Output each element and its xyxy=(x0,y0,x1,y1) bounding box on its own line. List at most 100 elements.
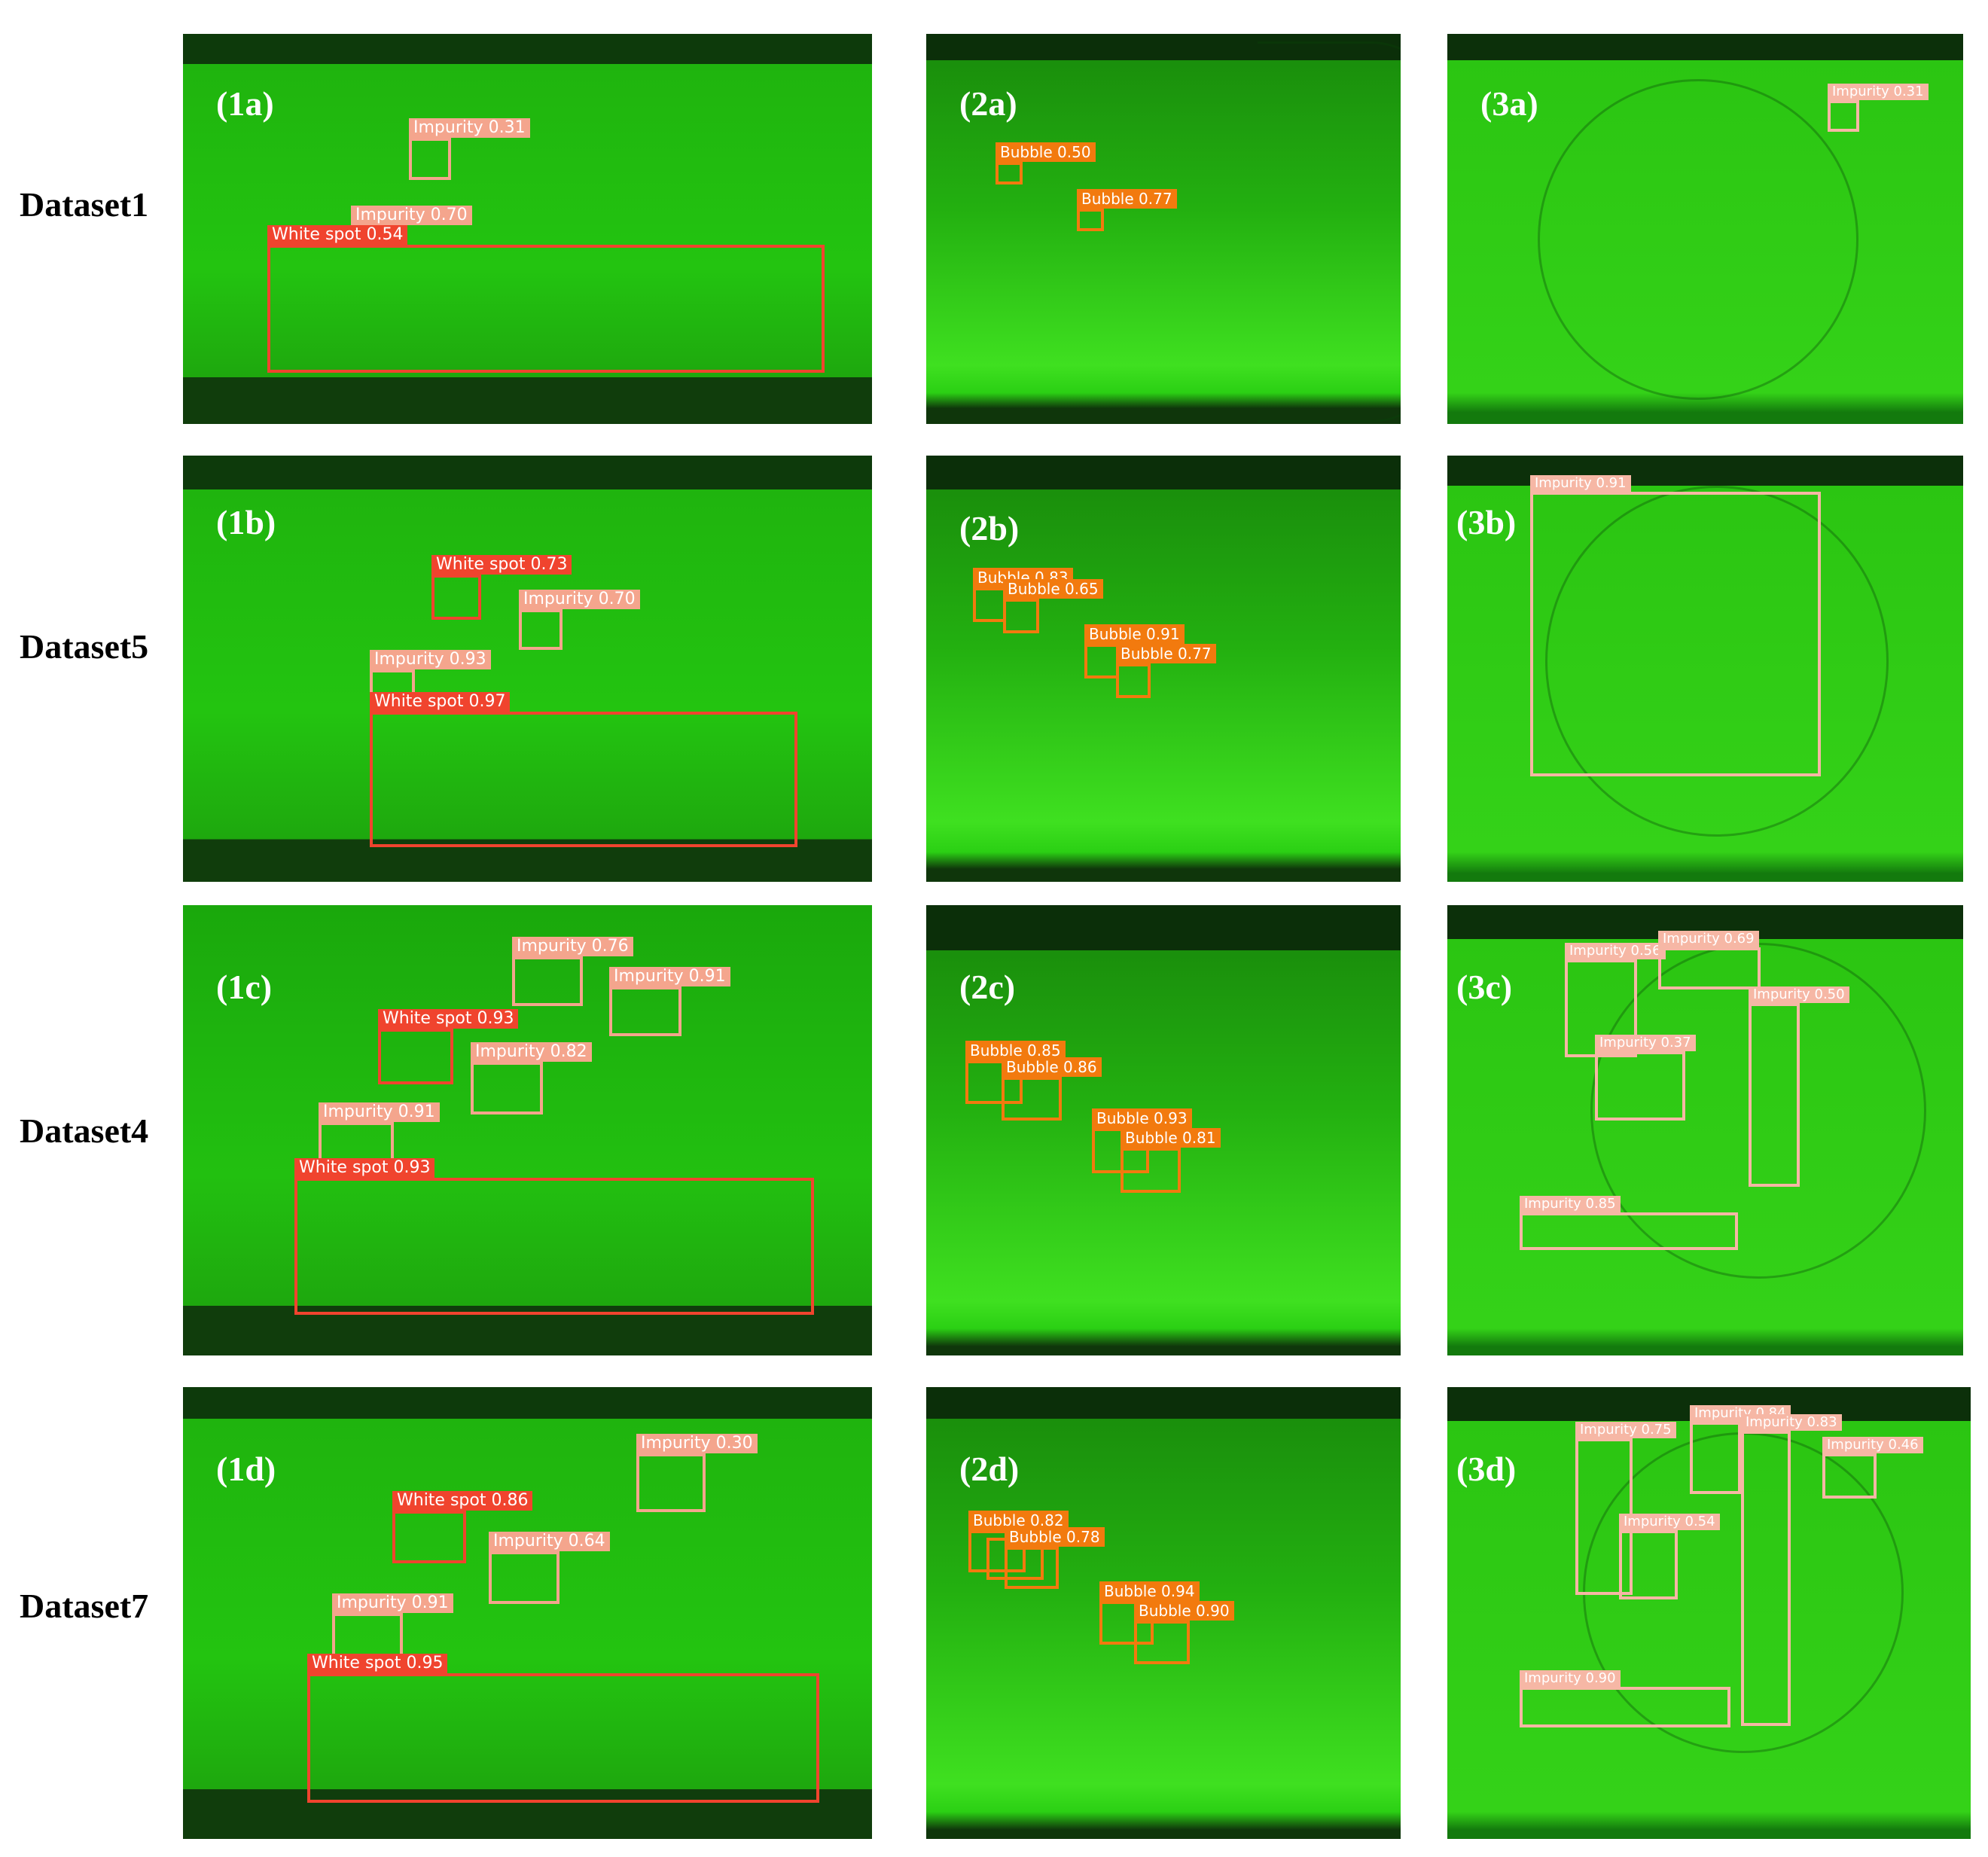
detection-box: Impurity 0.90 xyxy=(1520,1670,1730,1727)
detection-box: Bubble 0.83 xyxy=(973,568,1073,622)
detection-box: Impurity 0.91 xyxy=(1530,475,1821,776)
detection-box: Impurity 0.37 xyxy=(1595,1035,1696,1121)
detection-box: Bubble 0.65 xyxy=(1003,579,1103,633)
detection-box: White spot 0.54 xyxy=(267,225,825,373)
tube-ring xyxy=(1538,79,1858,400)
detection-tag: Impurity 0.83 xyxy=(1741,1414,1842,1431)
panel-label: (2a) xyxy=(959,84,1017,123)
detection-box: White spot 0.93 xyxy=(294,1158,814,1315)
detection-tag: Impurity 0.91 xyxy=(319,1102,440,1122)
detection-box: Impurity 0.93 xyxy=(370,650,491,700)
panel-label: (1c) xyxy=(216,968,273,1006)
panel-label: (2b) xyxy=(959,509,1020,547)
detection-box: Impurity 0.70 xyxy=(519,590,640,650)
detection-box: White spot 0.97 xyxy=(370,692,797,847)
detection-tag: Bubble 0.82 xyxy=(968,1511,1069,1530)
panel-1d: (1d) Impurity 0.30 White spot 0.86 Impur… xyxy=(183,1387,872,1839)
detection-tag: Impurity 0.54 xyxy=(1619,1514,1720,1530)
detection-tag: Impurity 0.50 xyxy=(1749,986,1849,1003)
detection-tag: Impurity 0.76 xyxy=(512,937,633,956)
detection-tag: Bubble 0.50 xyxy=(996,142,1096,162)
detection-box: Bubble 0.81 xyxy=(1121,1128,1221,1193)
panel-1a: (1a) Impurity 0.31 Impurity 0.70 White s… xyxy=(183,34,872,424)
detection-tag: Impurity 0.69 xyxy=(1658,931,1759,947)
detection-box: Bubble 0.78 xyxy=(1005,1527,1105,1589)
detection-tag: Bubble 0.65 xyxy=(1003,579,1103,599)
detection-box: Impurity 0.70 xyxy=(351,206,472,236)
panel-label: (3c) xyxy=(1456,968,1513,1006)
detection-tag: Impurity 0.91 xyxy=(332,1593,453,1613)
detection-box: White spot 0.73 xyxy=(431,555,572,620)
detection-box: Impurity 0.64 xyxy=(489,1532,610,1604)
detection-tag: White spot 0.95 xyxy=(307,1654,448,1673)
detection-box: Bubble 0.90 xyxy=(1134,1601,1234,1664)
detection-tag: White spot 0.93 xyxy=(294,1158,435,1178)
detection-tag: Impurity 0.93 xyxy=(370,650,491,669)
detection-box: Impurity 0.91 xyxy=(609,967,730,1036)
detection-tag: Impurity 0.46 xyxy=(1822,1437,1923,1453)
detection-box: Bubble 0.77 xyxy=(1116,644,1216,698)
detection-tag: Impurity 0.31 xyxy=(409,118,530,138)
panel-2a: (2a) Bubble 0.50 Bubble 0.77 xyxy=(926,34,1401,424)
row-label-dataset4: Dataset4 xyxy=(20,1111,149,1150)
panel-label: (2d) xyxy=(959,1450,1020,1488)
detection-box: White spot 0.95 xyxy=(307,1654,819,1803)
detection-box: Bubble 0.93 xyxy=(1092,1108,1192,1173)
detection-tag: Bubble 0.78 xyxy=(1005,1527,1105,1547)
detection-tag: Impurity 0.91 xyxy=(609,967,730,986)
panel-3c: (3c) Impurity 0.56 Impurity 0.69 Impurit… xyxy=(1447,905,1963,1355)
detection-box: Bubble 0.86 xyxy=(1002,1057,1102,1121)
panel-label: (1a) xyxy=(216,84,274,123)
detection-box: Impurity 0.83 xyxy=(1741,1414,1842,1726)
detection-tag: Impurity 0.90 xyxy=(1520,1670,1621,1687)
row-label-dataset7: Dataset7 xyxy=(20,1587,149,1625)
panel-2c: (2c) Bubble 0.85 Bubble 0.86 Bubble 0.93… xyxy=(926,905,1401,1355)
panel-label: (3a) xyxy=(1480,84,1538,123)
panel-2d: (2d) Bubble 0.82 Bubble 0.78 Bubble 0.94… xyxy=(926,1387,1401,1839)
detection-box: Impurity 0.31 xyxy=(409,118,530,180)
row-label-dataset5: Dataset5 xyxy=(20,627,149,666)
detection-tag: Bubble 0.85 xyxy=(965,1041,1066,1060)
detection-tag: Bubble 0.93 xyxy=(1092,1108,1192,1128)
detection-tag: Bubble 0.90 xyxy=(1134,1601,1234,1621)
detection-tag: White spot 0.93 xyxy=(378,1009,519,1029)
panel-1b: (1b) White spot 0.73 Impurity 0.70 Impur… xyxy=(183,456,872,882)
panel-3d: (3d) Impurity 0.75 Impurity 0.84 Impurit… xyxy=(1447,1387,1971,1839)
detection-tag: White spot 0.86 xyxy=(392,1491,533,1511)
detection-box: Bubble 0.94 xyxy=(1099,1581,1200,1645)
detection-tag: Impurity 0.85 xyxy=(1520,1196,1621,1212)
detection-box: Impurity 0.30 xyxy=(636,1434,758,1512)
panel-label: (1b) xyxy=(216,503,276,541)
detection-tag: White spot 0.54 xyxy=(267,225,408,245)
tube-ring xyxy=(1545,486,1889,837)
panel-label: (2c) xyxy=(959,968,1016,1006)
detection-tag: Impurity 0.70 xyxy=(519,590,640,609)
panel-label: (1d) xyxy=(216,1450,276,1488)
detection-tag: Impurity 0.31 xyxy=(1828,84,1929,100)
detection-box: Impurity 0.85 xyxy=(1520,1196,1738,1250)
detection-tag: Impurity 0.56 xyxy=(1565,943,1666,959)
detection-box: Impurity 0.46 xyxy=(1822,1437,1923,1499)
detection-tag: Impurity 0.64 xyxy=(489,1532,610,1551)
detection-box: Impurity 0.54 xyxy=(1619,1514,1720,1599)
detection-box: Bubble 0.85 xyxy=(965,1041,1066,1104)
detection-box: White spot 0.93 xyxy=(378,1009,519,1084)
detection-box: Bubble 0.50 xyxy=(996,142,1096,184)
detection-box: Bubble 0.91 xyxy=(1084,624,1185,678)
panel-3a: (3a) Impurity 0.31 xyxy=(1447,34,1963,424)
detection-tag: Bubble 0.91 xyxy=(1084,624,1185,644)
detection-tag: Bubble 0.94 xyxy=(1099,1581,1200,1601)
detection-tag: Bubble 0.77 xyxy=(1116,644,1216,663)
detection-box: Impurity 0.76 xyxy=(512,937,633,1006)
detection-tag: Bubble 0.86 xyxy=(1002,1057,1102,1077)
detection-tag: Bubble 0.77 xyxy=(1077,189,1177,209)
detection-box: Impurity 0.56 xyxy=(1565,943,1666,1057)
detection-tag: Impurity 0.37 xyxy=(1595,1035,1696,1051)
detection-tag: Impurity 0.30 xyxy=(636,1434,758,1453)
panel-1c: (1c) Impurity 0.76 Impurity 0.91 White s… xyxy=(183,905,872,1355)
detection-tag: Impurity 0.91 xyxy=(1530,475,1631,492)
detection-tag: Bubble 0.81 xyxy=(1121,1128,1221,1148)
detection-box: Impurity 0.82 xyxy=(471,1042,592,1115)
panel-3b: (3b) Impurity 0.91 xyxy=(1447,456,1963,882)
row-label-dataset1: Dataset1 xyxy=(20,185,149,224)
